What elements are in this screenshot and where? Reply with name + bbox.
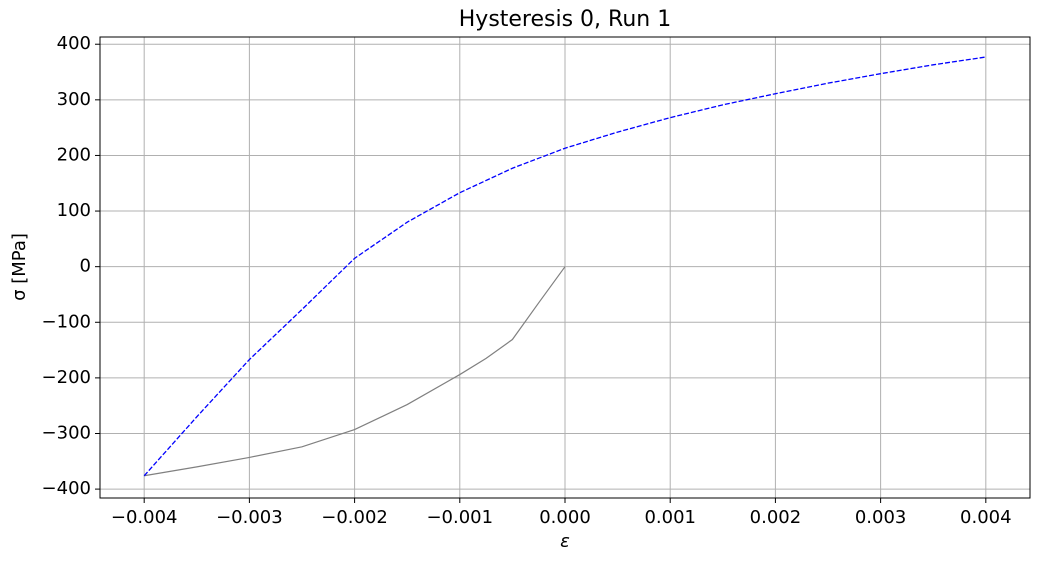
- x-tick-label: −0.002: [321, 507, 388, 528]
- y-tick-label: −400: [42, 478, 91, 499]
- data-line: [144, 266, 566, 477]
- y-tick-label: −100: [42, 311, 91, 332]
- x-tick-label: 0.002: [750, 507, 802, 528]
- x-tick-label: 0.003: [855, 507, 907, 528]
- y-tick-label: 300: [57, 89, 91, 110]
- x-tick-label: 0.000: [539, 507, 591, 528]
- data-line: [143, 56, 986, 477]
- y-tick-label: 100: [57, 200, 91, 221]
- x-tick-label: 0.001: [644, 507, 696, 528]
- y-tick-label: 400: [57, 33, 91, 54]
- y-tick-label: 0: [80, 256, 91, 277]
- y-tick-label: 200: [57, 144, 91, 165]
- x-tick-label: 0.004: [960, 507, 1012, 528]
- x-tick-label: −0.003: [216, 507, 283, 528]
- chart-title: Hysteresis 0, Run 1: [459, 7, 671, 32]
- y-axis-label: σ [MPa]: [9, 233, 30, 301]
- x-tick-label: −0.001: [426, 507, 493, 528]
- y-tick-label: −300: [42, 422, 91, 443]
- x-axis-label: ε: [560, 531, 570, 552]
- plot-frame: [99, 36, 1031, 499]
- x-tick-label: −0.004: [111, 507, 178, 528]
- y-tick-label: −200: [42, 367, 91, 388]
